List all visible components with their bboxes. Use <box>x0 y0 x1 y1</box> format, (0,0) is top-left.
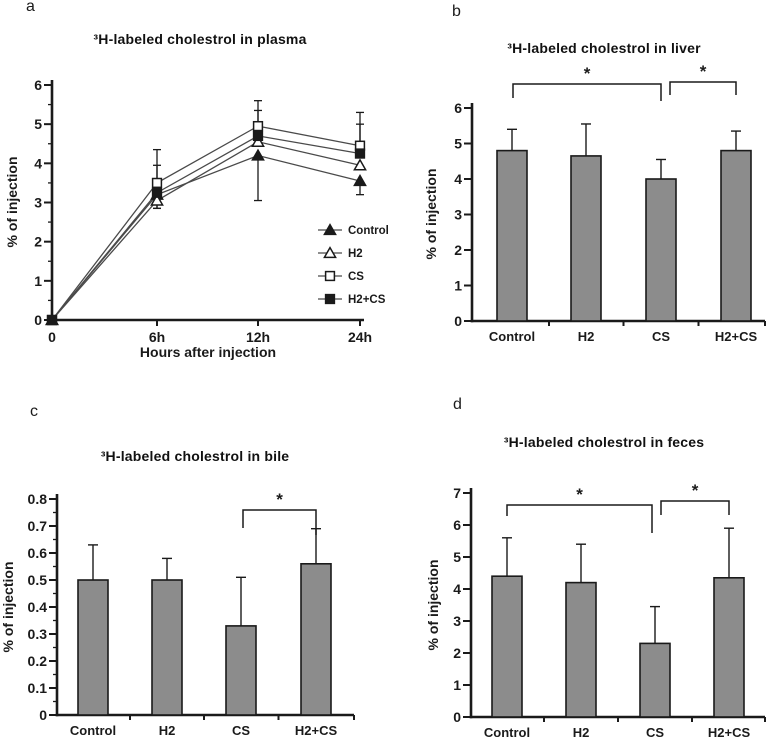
svg-text:6: 6 <box>454 100 462 116</box>
panel-letter-b: b <box>452 3 461 20</box>
svg-text:H2: H2 <box>348 248 363 260</box>
chart-title-feces: ³H-labeled cholestrol in feces <box>503 434 705 450</box>
svg-text:3: 3 <box>454 207 462 223</box>
svg-text:Control: Control <box>489 329 535 344</box>
svg-text:6: 6 <box>453 517 461 533</box>
svg-text:0.3: 0.3 <box>28 626 48 642</box>
svg-text:0.4: 0.4 <box>28 599 48 615</box>
svg-text:Control: Control <box>70 723 116 738</box>
svg-text:CS: CS <box>646 725 664 740</box>
svg-text:% of injection: % of injection <box>4 157 20 248</box>
svg-text:H2+CS: H2+CS <box>715 329 758 344</box>
svg-text:Control: Control <box>484 725 530 740</box>
svg-text:5: 5 <box>454 136 462 152</box>
svg-text:0: 0 <box>48 329 56 345</box>
svg-text:H2+CS: H2+CS <box>348 294 386 306</box>
svg-text:H2+CS: H2+CS <box>708 725 751 740</box>
svg-text:1: 1 <box>453 677 461 693</box>
svg-text:2: 2 <box>34 234 42 250</box>
svg-text:CS: CS <box>652 329 670 344</box>
svg-text:4: 4 <box>453 581 461 597</box>
svg-text:H2+CS: H2+CS <box>295 723 338 738</box>
chart-title-liver: ³H-labeled cholestrol in liver <box>507 40 701 56</box>
svg-text:5: 5 <box>34 116 42 132</box>
chart-title-bile: ³H-labeled cholestrol in bile <box>100 448 290 464</box>
svg-text:0: 0 <box>34 312 42 328</box>
chart-title-plasma: ³H-labeled cholestrol in plasma <box>93 31 307 47</box>
svg-text:2: 2 <box>454 242 462 258</box>
legend-item-H2: H2 <box>318 246 363 260</box>
svg-text:% of injection: % of injection <box>0 562 16 653</box>
svg-text:0: 0 <box>39 707 47 723</box>
svg-text:12h: 12h <box>246 329 270 345</box>
svg-text:H2: H2 <box>578 329 595 344</box>
svg-text:*: * <box>576 485 583 504</box>
bar-chart-feces: 0 1 2 3 4 5 6 7 % of injection Control H2 CS H2+CS * * <box>425 481 766 740</box>
svg-text:Control: Control <box>348 225 389 237</box>
legend-item-CS: CS <box>318 270 364 283</box>
bar-chart-bile: 0 0.1 0.2 0.3 0.4 0.5 0.6 0.7 0.8 % of injection C… <box>0 490 355 738</box>
svg-text:H2: H2 <box>573 725 590 740</box>
svg-text:0.6: 0.6 <box>28 545 48 561</box>
svg-text:CS: CS <box>232 723 250 738</box>
svg-text:0.5: 0.5 <box>28 572 48 588</box>
svg-text:1: 1 <box>454 278 462 294</box>
svg-text:CS: CS <box>348 271 364 283</box>
panel-letter-c: c <box>30 403 38 420</box>
svg-text:*: * <box>584 64 591 83</box>
svg-text:*: * <box>692 481 699 500</box>
line-chart-plasma: 0 1 2 3 4 5 6 % of injection 0 6h 12h 24h Hours afte… <box>4 77 389 360</box>
svg-text:1: 1 <box>34 273 42 289</box>
panel-a: a ³H-labeled cholestrol in plasma 0 1 2 3 4 5… <box>0 0 389 371</box>
svg-text:% of injection: % of injection <box>423 169 439 260</box>
svg-text:4: 4 <box>34 155 42 171</box>
svg-text:5: 5 <box>453 549 461 565</box>
svg-text:4: 4 <box>454 171 462 187</box>
panel-letter-d: d <box>453 396 462 413</box>
svg-text:6h: 6h <box>149 329 165 345</box>
svg-text:6: 6 <box>34 77 42 93</box>
svg-text:0: 0 <box>453 709 461 725</box>
bar-chart-liver: 0 1 2 3 4 5 6 % of injection Control H2 CS H2+CS * * <box>423 62 766 344</box>
svg-text:3: 3 <box>34 195 42 211</box>
svg-text:0.8: 0.8 <box>28 491 48 507</box>
svg-text:*: * <box>276 490 283 509</box>
svg-text:0.7: 0.7 <box>28 518 48 534</box>
svg-text:0.1: 0.1 <box>28 680 48 696</box>
panel-d: d ³H-labeled cholestrol in feces 0 1 2 3 4 5 6… <box>389 370 778 741</box>
panel-b: b ³H-labeled cholestrol in liver 0 1 2 3 4 5 6… <box>389 0 778 371</box>
svg-text:3: 3 <box>453 613 461 629</box>
svg-text:24h: 24h <box>348 329 372 345</box>
svg-text:H2: H2 <box>159 723 176 738</box>
legend-item-Control: Control <box>318 223 389 237</box>
svg-text:0.2: 0.2 <box>28 653 48 669</box>
legend-item-H2+CS: H2+CS <box>318 293 386 306</box>
svg-text:% of injection: % of injection <box>425 560 441 651</box>
svg-text:*: * <box>700 62 707 81</box>
svg-text:Hours after injection: Hours after injection <box>140 344 276 360</box>
svg-text:2: 2 <box>453 645 461 661</box>
panel-c: c ³H-labeled cholestrol in bile 0 0.1 0.2 0… <box>0 370 389 741</box>
svg-text:0: 0 <box>454 313 462 329</box>
panel-letter-a: a <box>26 0 35 15</box>
svg-text:7: 7 <box>453 485 461 501</box>
